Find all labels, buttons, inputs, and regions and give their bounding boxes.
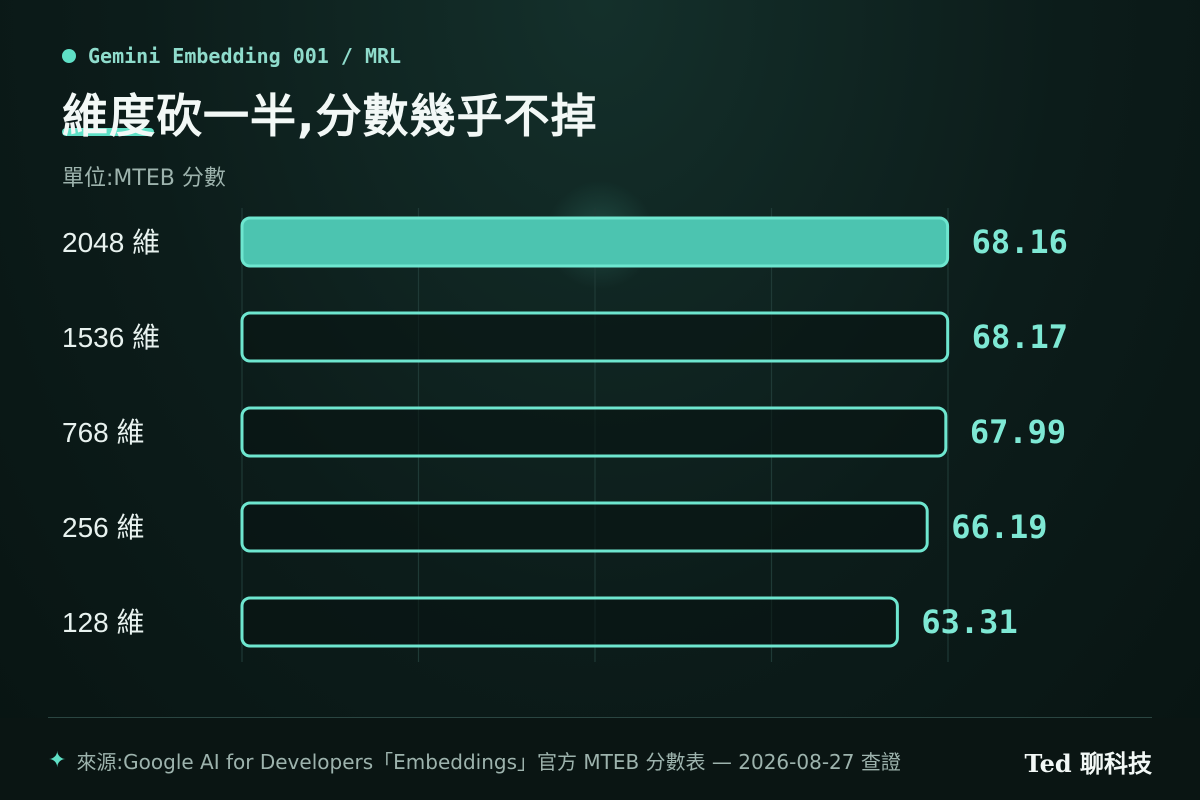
bar: [240, 406, 948, 458]
value-label: 67.99: [970, 413, 1066, 451]
source-text: 來源:Google AI for Developers「Embeddings」官…: [76, 750, 901, 774]
value-label: 68.17: [972, 318, 1068, 356]
footer: ✦ 來源:Google AI for Developers「Embeddings…: [0, 718, 1200, 800]
value-label: 68.16: [972, 223, 1068, 261]
sparkle-icon: ✦: [48, 748, 67, 773]
category-label: 2048 維: [62, 227, 160, 258]
brand-name: Ted 聊科技: [1024, 749, 1152, 778]
bullet-dot-icon: [62, 49, 76, 63]
page-title: 維度砍一半,分數幾乎不掉: [62, 89, 598, 143]
bar: [240, 501, 929, 553]
bar-chart: 2048 維 68.16 1536 維 68.17 768 維 67.99 256 維 66.…: [62, 208, 1068, 662]
source-note: ✦ 來源:Google AI for Developers「Embeddings…: [48, 746, 901, 775]
value-label: 66.19: [951, 508, 1047, 546]
category-label: 128 維: [62, 607, 145, 638]
bar: [240, 216, 950, 268]
title-underline: [62, 128, 154, 136]
bar: [240, 311, 950, 363]
footer-divider: [48, 717, 1152, 718]
category-label: 768 維: [62, 417, 145, 448]
bar: [240, 596, 899, 648]
kicker-text: Gemini Embedding 001 / MRL: [88, 44, 402, 68]
unit-subtitle: 單位:MTEB 分數: [62, 166, 226, 191]
value-label: 63.31: [921, 603, 1017, 641]
kicker: Gemini Embedding 001 / MRL: [62, 44, 401, 68]
category-label: 256 維: [62, 512, 145, 543]
category-label: 1536 維: [62, 322, 160, 353]
